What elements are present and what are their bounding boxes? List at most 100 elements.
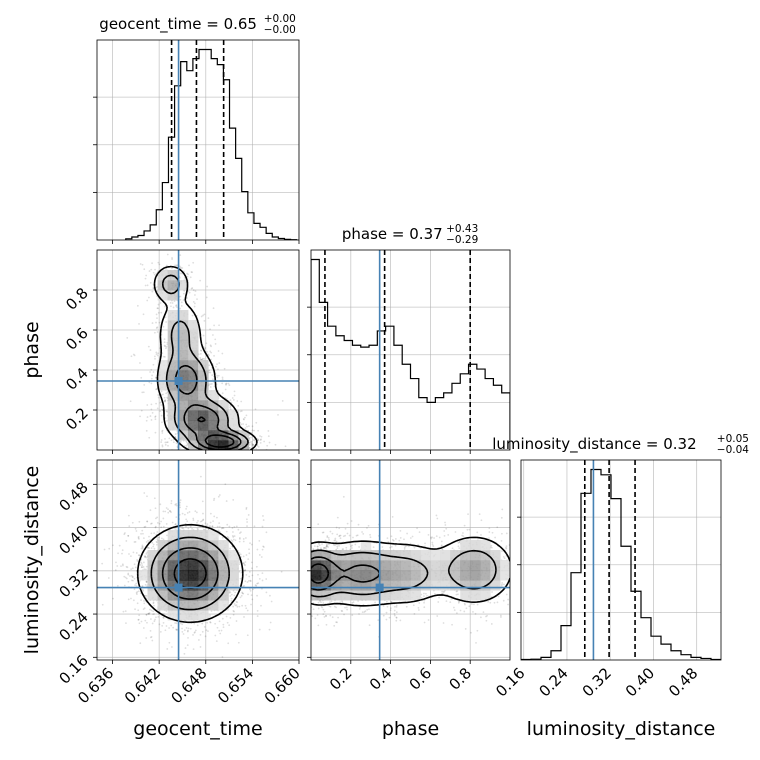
sample-point xyxy=(215,365,217,368)
sample-point xyxy=(252,588,254,591)
sample-point xyxy=(165,321,167,323)
density-cell xyxy=(208,400,219,411)
sample-point xyxy=(179,501,181,504)
sample-point xyxy=(117,552,119,555)
density-cell xyxy=(167,550,179,561)
sample-point xyxy=(229,617,232,619)
sample-point xyxy=(146,546,149,549)
sample-point xyxy=(196,521,198,524)
sample-point xyxy=(139,362,141,364)
sample-point xyxy=(138,537,140,540)
sample-point xyxy=(222,451,224,453)
sample-point xyxy=(140,566,143,569)
sample-point xyxy=(144,277,147,280)
sample-point xyxy=(182,292,185,295)
sample-point xyxy=(391,538,394,541)
sample-point xyxy=(170,439,173,442)
sample-point xyxy=(465,607,468,610)
sample-point xyxy=(215,640,218,643)
sample-point xyxy=(130,574,133,577)
density-cell xyxy=(198,360,209,371)
sample-point xyxy=(179,298,182,301)
sample-point xyxy=(124,610,127,613)
sample-point xyxy=(154,517,157,520)
sample-point xyxy=(225,530,228,533)
sample-point xyxy=(209,371,212,374)
sample-point xyxy=(485,619,488,622)
sample-point xyxy=(235,633,237,636)
sample-point xyxy=(174,435,177,438)
sample-point xyxy=(223,451,225,453)
sample-point xyxy=(245,518,248,521)
sample-point xyxy=(140,376,143,379)
sample-point xyxy=(247,463,249,465)
sample-point xyxy=(427,533,430,536)
sample-point xyxy=(368,608,370,611)
sample-point xyxy=(417,609,420,611)
sample-point xyxy=(255,447,258,450)
sample-point xyxy=(144,556,146,559)
sample-point xyxy=(164,400,167,403)
density-cell xyxy=(177,590,189,601)
sample-point xyxy=(206,621,209,624)
sample-point xyxy=(145,565,148,568)
density-cell xyxy=(177,540,189,551)
sample-point xyxy=(236,451,238,453)
sample-point xyxy=(164,305,166,308)
sample-point xyxy=(127,572,130,575)
density-cell xyxy=(167,310,179,321)
sample-point xyxy=(138,614,141,617)
sample-point xyxy=(156,354,159,357)
sample-point xyxy=(225,382,228,385)
sample-point xyxy=(151,322,154,324)
sample-point xyxy=(251,425,254,428)
sample-point xyxy=(141,529,144,532)
sample-point xyxy=(219,632,222,635)
sample-point xyxy=(220,629,223,632)
sample-point xyxy=(241,591,244,594)
title-sup: +0.05 xyxy=(717,433,749,445)
sample-point xyxy=(167,444,169,447)
sample-point xyxy=(274,443,277,446)
density-cell xyxy=(218,560,229,571)
sample-point xyxy=(245,414,248,417)
sample-point xyxy=(160,537,163,540)
histogram-geocent_time xyxy=(125,40,298,240)
sample-point xyxy=(280,570,283,573)
sample-point xyxy=(170,511,172,514)
sample-point xyxy=(205,296,208,299)
sample-point xyxy=(179,499,182,502)
sample-point xyxy=(179,506,182,509)
sample-point xyxy=(130,579,133,582)
sample-point xyxy=(137,536,140,539)
sample-point xyxy=(172,438,175,441)
sample-point xyxy=(235,620,238,622)
sample-point xyxy=(501,583,503,586)
sample-point xyxy=(153,547,156,550)
sample-point xyxy=(259,439,262,441)
sample-point xyxy=(167,248,169,250)
sample-point xyxy=(142,313,145,316)
sample-point xyxy=(199,633,202,636)
density-cell xyxy=(177,530,189,541)
density-cell xyxy=(198,420,209,431)
sample-point xyxy=(192,261,195,264)
sample-point xyxy=(488,531,491,533)
sample-point xyxy=(159,630,162,633)
sample-point xyxy=(132,579,134,582)
sample-point xyxy=(249,580,252,583)
sample-point xyxy=(229,453,231,455)
sample-point xyxy=(262,545,265,548)
sample-point xyxy=(257,582,260,585)
sample-point xyxy=(218,362,221,364)
sample-point xyxy=(160,526,163,529)
sample-point xyxy=(138,323,140,325)
sample-point xyxy=(156,331,159,333)
sample-point xyxy=(240,594,243,597)
sample-point xyxy=(155,540,158,543)
sample-point xyxy=(152,371,155,373)
density-cell xyxy=(157,560,169,571)
sample-point xyxy=(143,492,146,494)
sample-point xyxy=(507,603,509,606)
sample-point xyxy=(170,500,173,502)
